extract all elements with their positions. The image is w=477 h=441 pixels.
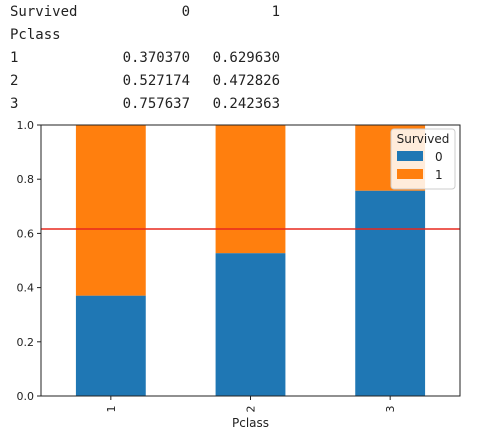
bar-segment — [215, 253, 286, 396]
x-tick-label: 3 — [384, 406, 397, 413]
legend-swatch — [397, 151, 423, 161]
legend-label: 1 — [435, 168, 443, 182]
x-tick-label: 1 — [105, 406, 118, 413]
table-row-index: 3 — [10, 96, 19, 112]
y-tick-label: 0.2 — [17, 336, 35, 349]
table-cell: 0.242363 — [212, 96, 280, 112]
y-axis: 0.0 0.2 0.4 0.6 0.8 1.0 — [17, 119, 41, 403]
y-tick-label: 1.0 — [17, 119, 35, 132]
legend-title: Survived — [397, 132, 450, 146]
legend: Survived 0 1 — [390, 128, 456, 190]
table-row-index: 2 — [10, 73, 19, 89]
y-tick-label: 0.6 — [17, 227, 35, 240]
dataframe-output: Survived 0 1 Pclass 1 0.370370 0.629630 … — [0, 0, 477, 118]
x-tick-label: 2 — [245, 406, 258, 413]
bar-segment — [75, 295, 146, 396]
table-cell: 0.629630 — [212, 50, 280, 66]
table-cell: 0.527174 — [122, 73, 190, 89]
y-tick-label: 0.0 — [17, 390, 35, 403]
x-axis-label: Pclass — [232, 416, 269, 430]
x-axis: 1 2 3 — [105, 396, 397, 413]
table-header-col1: 1 — [271, 4, 280, 20]
table-header-label: Survived — [10, 4, 78, 20]
bar-series-group — [75, 125, 426, 396]
table-index-name: Pclass — [10, 27, 61, 43]
table-cell: 0.472826 — [212, 73, 280, 89]
legend-swatch — [397, 169, 423, 179]
y-tick-label: 0.4 — [17, 282, 35, 295]
y-tick-label: 0.8 — [17, 173, 35, 186]
table-header-col0: 0 — [181, 4, 190, 20]
bar-segment — [75, 125, 146, 296]
table-row-index: 1 — [10, 50, 19, 66]
table-cell: 0.757637 — [122, 96, 190, 112]
legend-label: 0 — [435, 150, 443, 164]
table-cell: 0.370370 — [122, 50, 190, 66]
bar-segment — [355, 190, 426, 396]
bar-segment — [215, 125, 286, 254]
